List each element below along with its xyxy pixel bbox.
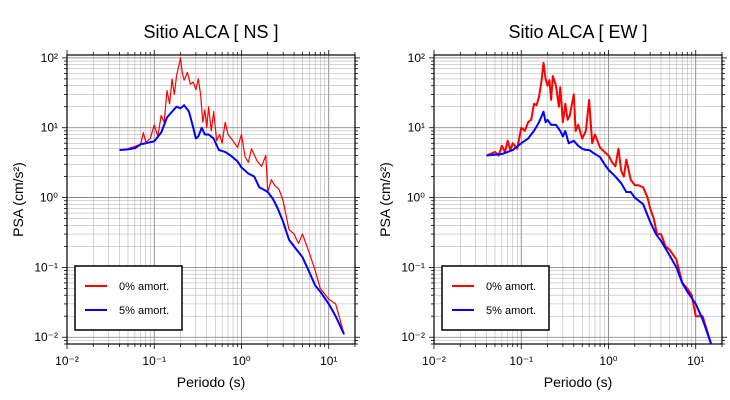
y-axis-label: PSA (cm/s²) — [10, 162, 26, 237]
series-group — [119, 57, 346, 335]
chart-title: Sitio ALCA [ EW ] — [508, 22, 647, 42]
chart-panel-ew: 10⁻² 10⁻¹ 10⁰ 10¹ 10⁻² 10⁻¹ 10⁰ 10¹ 10² Sitio ALC… — [377, 22, 727, 390]
series-line-amort-0 — [486, 61, 713, 344]
chart-title: Sitio ALCA [ NS ] — [143, 22, 278, 42]
legend-label: 0% amort. — [119, 281, 169, 293]
x-axis-label: Periodo (s) — [544, 374, 612, 390]
series-line-amort-5 — [486, 110, 713, 344]
x-tick-label: 10⁻¹ — [142, 354, 166, 368]
y-tick-label: 10² — [41, 51, 58, 65]
x-tick-label: 10⁻² — [422, 354, 446, 368]
y-tick-label: 10⁰ — [407, 191, 425, 205]
plot-frame — [433, 54, 723, 345]
y-tick-label: 10² — [408, 51, 425, 65]
chart-panel-ns: 10⁻² 10⁻¹ 10⁰ 10¹ 10⁻² 10⁻¹ 10⁰ 10¹ 10² Sitio ALC… — [10, 22, 360, 390]
x-tick-label: 10⁰ — [232, 354, 250, 368]
x-tick-label: 10⁰ — [599, 354, 617, 368]
y-tick-label: 10⁻¹ — [401, 260, 425, 274]
y-tick-label: 10¹ — [41, 121, 58, 135]
legend-box — [441, 265, 550, 331]
y-tick-label: 10⁻² — [34, 330, 58, 344]
tick-marks — [62, 50, 360, 349]
legend: 0% amort. 5% amort. — [441, 265, 550, 331]
legend-label: 0% amort. — [486, 281, 536, 293]
series-line-amort-5 — [119, 104, 346, 335]
x-tick-label: 10¹ — [687, 354, 704, 368]
legend-label: 5% amort. — [119, 305, 169, 317]
y-tick-label: 10⁻² — [401, 330, 425, 344]
y-tick-label: 10¹ — [408, 121, 425, 135]
legend-box — [74, 265, 183, 331]
x-tick-label: 10¹ — [320, 354, 337, 368]
legend-label: 5% amort. — [486, 305, 536, 317]
tick-marks — [429, 50, 727, 349]
plot-frame — [66, 54, 356, 345]
x-axis-label: Periodo (s) — [177, 374, 245, 390]
grid — [66, 55, 356, 345]
grid — [433, 55, 723, 345]
y-tick-label: 10⁻¹ — [34, 260, 58, 274]
y-axis-label: PSA (cm/s²) — [377, 162, 393, 237]
x-tick-label: 10⁻² — [55, 354, 79, 368]
series-group — [486, 61, 713, 344]
y-tick-label: 10⁰ — [40, 191, 58, 205]
x-tick-label: 10⁻¹ — [509, 354, 533, 368]
legend: 0% amort. 5% amort. — [74, 265, 183, 331]
